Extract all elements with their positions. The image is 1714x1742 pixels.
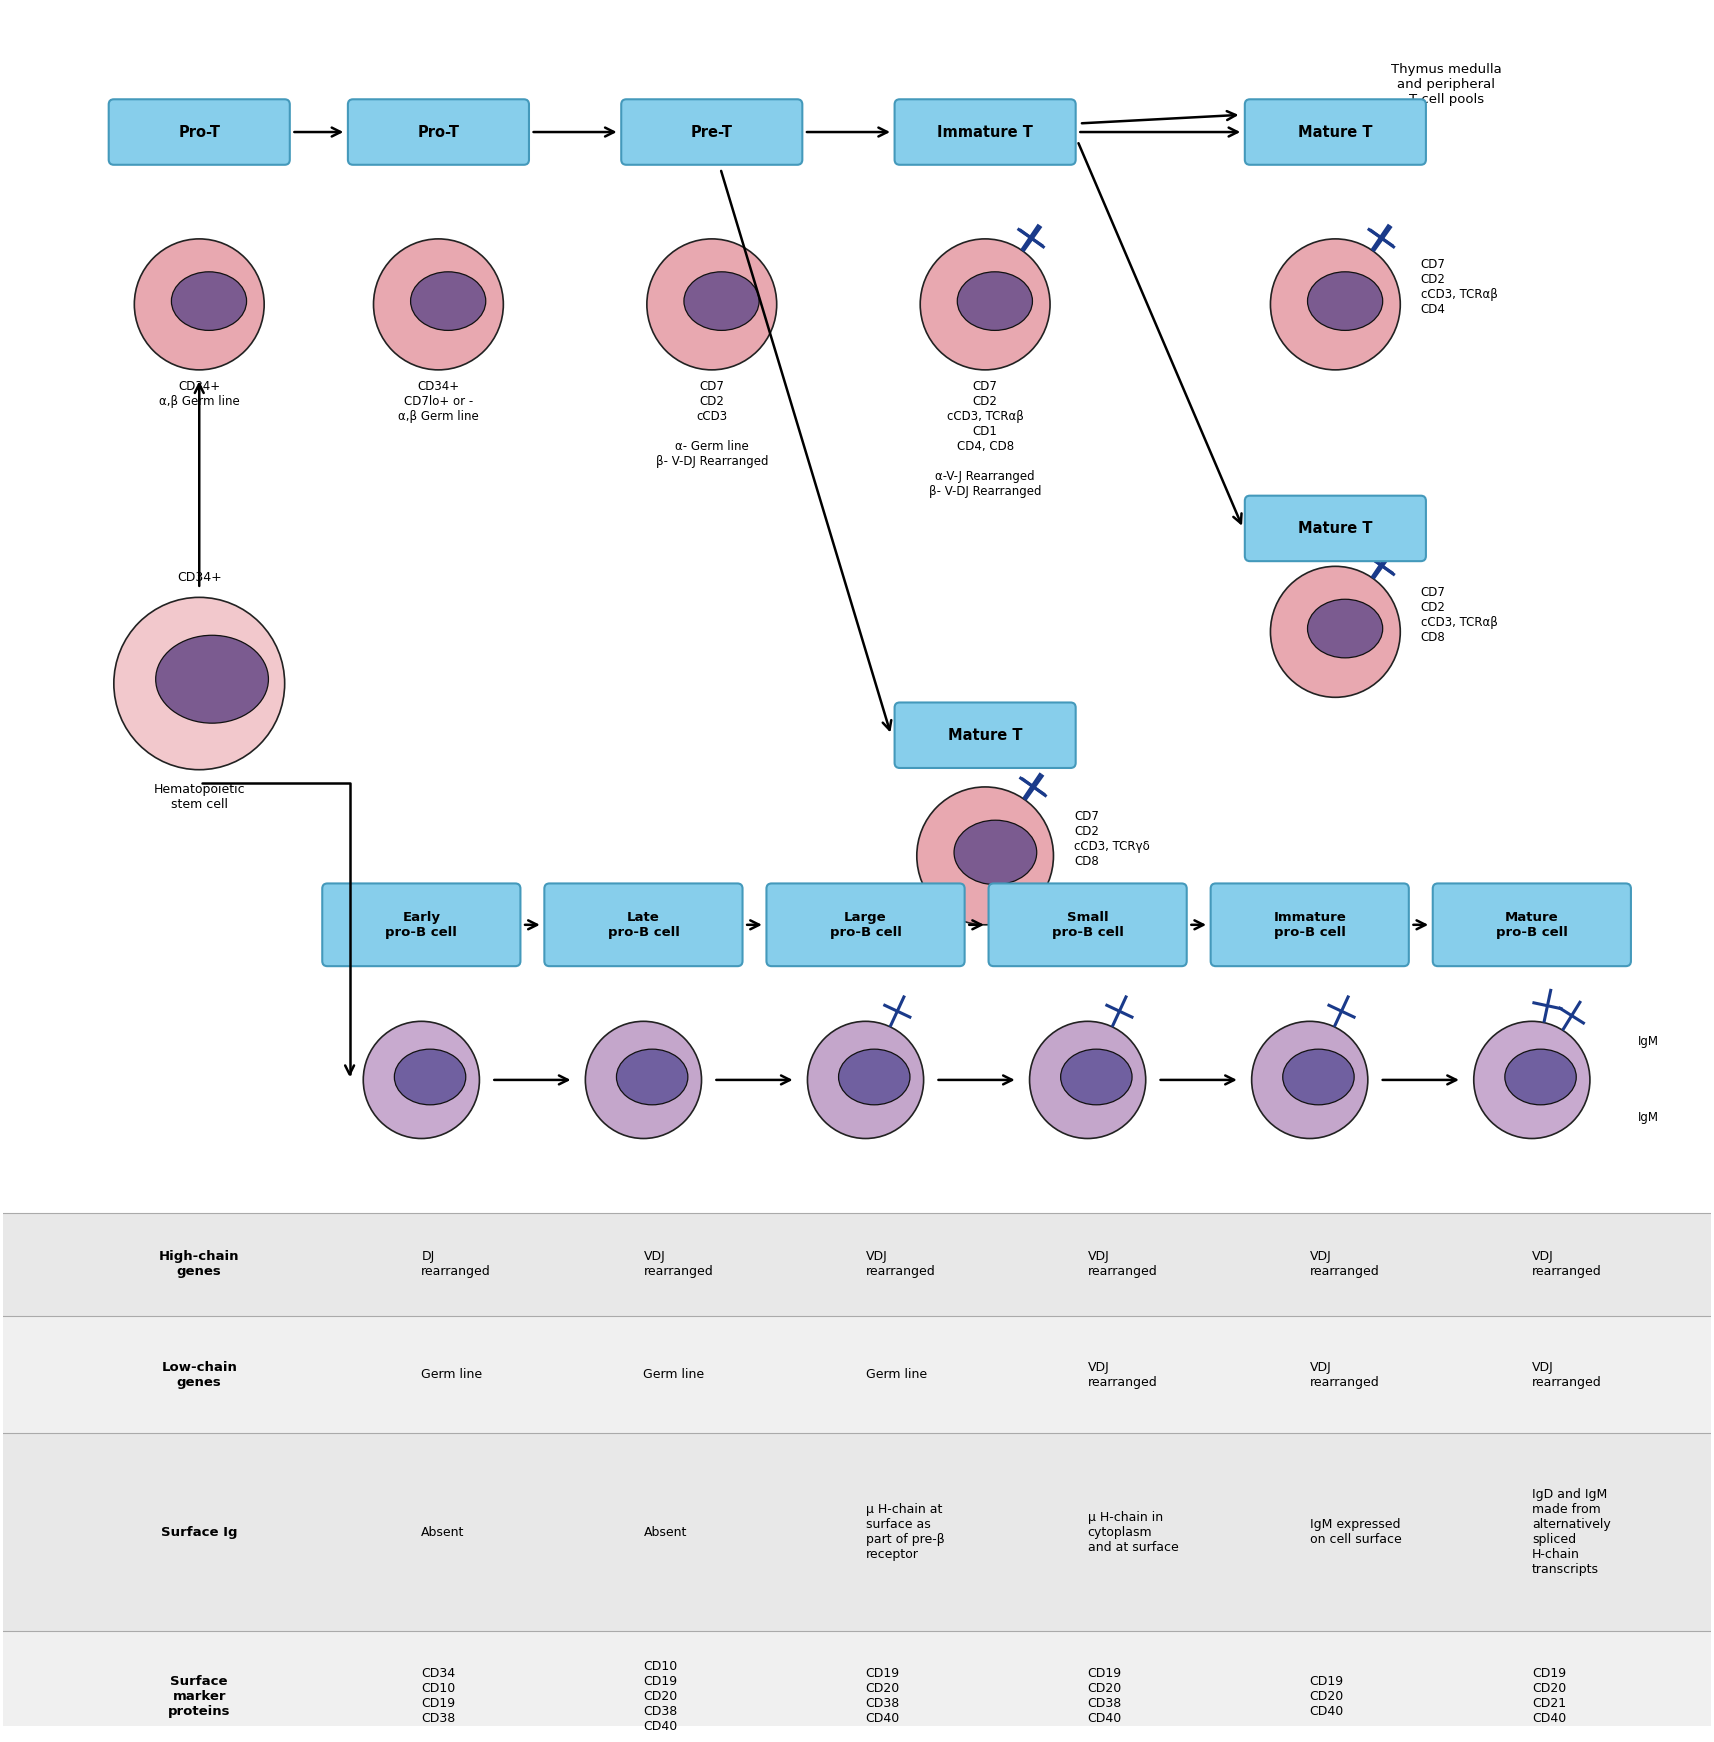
FancyBboxPatch shape	[545, 883, 742, 967]
FancyBboxPatch shape	[1210, 883, 1409, 967]
Ellipse shape	[955, 820, 1037, 885]
Circle shape	[363, 1021, 480, 1139]
FancyBboxPatch shape	[766, 883, 965, 967]
Ellipse shape	[617, 1049, 687, 1104]
Text: Pre-T: Pre-T	[691, 124, 734, 139]
Text: CD34
CD10
CD19
CD38: CD34 CD10 CD19 CD38	[422, 1667, 456, 1725]
Text: Early
pro-B cell: Early pro-B cell	[386, 911, 458, 939]
Text: Absent: Absent	[422, 1526, 464, 1538]
Text: Surface Ig: Surface Ig	[161, 1526, 238, 1538]
Text: VDJ
rearranged: VDJ rearranged	[1309, 1361, 1380, 1388]
FancyBboxPatch shape	[1244, 99, 1426, 165]
Circle shape	[1270, 239, 1400, 369]
Text: Late
pro-B cell: Late pro-B cell	[607, 911, 679, 939]
Text: Hematopoietic
stem cell: Hematopoietic stem cell	[154, 784, 245, 812]
Text: μ H-chain in
cytoplasm
and at surface: μ H-chain in cytoplasm and at surface	[1088, 1510, 1179, 1554]
Text: CD34+
α,β Germ line: CD34+ α,β Germ line	[159, 380, 240, 408]
Text: Low-chain
genes: Low-chain genes	[161, 1361, 237, 1388]
Text: Pro-T: Pro-T	[418, 124, 459, 139]
Ellipse shape	[1282, 1049, 1354, 1104]
Text: Absent: Absent	[643, 1526, 687, 1538]
Text: IgD and IgM
made from
alternatively
spliced
H-chain
transcripts: IgD and IgM made from alternatively spli…	[1532, 1488, 1611, 1577]
Text: CD19
CD20
CD38
CD40: CD19 CD20 CD38 CD40	[866, 1667, 900, 1725]
Text: CD7
CD2
cCD3, TCRαβ
CD1
CD4, CD8

α-V-J Rearranged
β- V-DJ Rearranged: CD7 CD2 cCD3, TCRαβ CD1 CD4, CD8 α-V-J R…	[929, 380, 1042, 498]
Text: VDJ
rearranged: VDJ rearranged	[1088, 1251, 1157, 1279]
Text: VDJ
rearranged: VDJ rearranged	[1532, 1361, 1601, 1388]
Circle shape	[374, 239, 504, 369]
Text: Immature T: Immature T	[938, 124, 1034, 139]
Ellipse shape	[411, 272, 485, 331]
FancyBboxPatch shape	[1244, 496, 1426, 561]
Text: IgM: IgM	[1639, 1111, 1659, 1124]
Circle shape	[113, 598, 285, 770]
Text: Small
pro-B cell: Small pro-B cell	[1052, 911, 1124, 939]
FancyBboxPatch shape	[989, 883, 1186, 967]
Ellipse shape	[1308, 272, 1383, 331]
Text: CD34+
CD7lo+ or -
α,β Germ line: CD34+ CD7lo+ or - α,β Germ line	[398, 380, 478, 423]
Bar	[3, 1315, 1711, 1434]
Text: Germ line: Germ line	[866, 1367, 927, 1381]
Text: CD10
CD19
CD20
CD38
CD40: CD10 CD19 CD20 CD38 CD40	[643, 1660, 677, 1733]
Text: Mature T: Mature T	[1297, 124, 1373, 139]
Text: CD34+: CD34+	[177, 571, 221, 584]
Text: Mature
pro-B cell: Mature pro-B cell	[1496, 911, 1568, 939]
Text: Immature
pro-B cell: Immature pro-B cell	[1274, 911, 1345, 939]
Text: VDJ
rearranged: VDJ rearranged	[1532, 1251, 1601, 1279]
FancyBboxPatch shape	[108, 99, 290, 165]
Text: VDJ
rearranged: VDJ rearranged	[866, 1251, 936, 1279]
Text: Surface
marker
proteins: Surface marker proteins	[168, 1674, 230, 1718]
Bar	[3, 1632, 1711, 1742]
Text: CD7
CD2
cCD3, TCRαβ
CD8: CD7 CD2 cCD3, TCRαβ CD8	[1421, 585, 1498, 643]
Circle shape	[646, 239, 776, 369]
Circle shape	[1474, 1021, 1591, 1139]
Text: CD7
CD2
cCD3, TCRαβ
CD4: CD7 CD2 cCD3, TCRαβ CD4	[1421, 258, 1498, 315]
Text: CD7
CD2
cCD3, TCRγδ
CD8: CD7 CD2 cCD3, TCRγδ CD8	[1075, 810, 1150, 868]
Text: CD19
CD20
CD38
CD40: CD19 CD20 CD38 CD40	[1088, 1667, 1123, 1725]
FancyBboxPatch shape	[322, 883, 521, 967]
Text: VDJ
rearranged: VDJ rearranged	[1088, 1361, 1157, 1388]
Ellipse shape	[838, 1049, 910, 1104]
Ellipse shape	[171, 272, 247, 331]
Text: CD19
CD20
CD21
CD40: CD19 CD20 CD21 CD40	[1532, 1667, 1567, 1725]
Circle shape	[134, 239, 264, 369]
Text: VDJ
rearranged: VDJ rearranged	[1309, 1251, 1380, 1279]
Text: IgM: IgM	[1639, 1035, 1659, 1049]
Ellipse shape	[684, 272, 759, 331]
Circle shape	[1030, 1021, 1145, 1139]
Text: CD19
CD20
CD40: CD19 CD20 CD40	[1309, 1674, 1344, 1718]
Text: DJ
rearranged: DJ rearranged	[422, 1251, 492, 1279]
Text: Pro-T: Pro-T	[178, 124, 219, 139]
Circle shape	[920, 239, 1051, 369]
FancyBboxPatch shape	[895, 99, 1076, 165]
Ellipse shape	[1308, 599, 1383, 658]
Text: Mature T: Mature T	[948, 728, 1022, 742]
Circle shape	[917, 787, 1054, 925]
Circle shape	[807, 1021, 924, 1139]
Circle shape	[1251, 1021, 1368, 1139]
Text: Germ line: Germ line	[643, 1367, 704, 1381]
Ellipse shape	[958, 272, 1032, 331]
Ellipse shape	[156, 636, 269, 723]
Text: IgM expressed
on cell surface: IgM expressed on cell surface	[1309, 1519, 1402, 1547]
FancyBboxPatch shape	[895, 702, 1076, 768]
Ellipse shape	[1505, 1049, 1577, 1104]
Text: VDJ
rearranged: VDJ rearranged	[643, 1251, 713, 1279]
Circle shape	[586, 1021, 701, 1139]
Text: Mature T: Mature T	[1297, 521, 1373, 537]
Text: μ H-chain at
surface as
part of pre-β
receptor: μ H-chain at surface as part of pre-β re…	[866, 1503, 944, 1561]
Circle shape	[1270, 566, 1400, 697]
Bar	[3, 1434, 1711, 1632]
FancyBboxPatch shape	[348, 99, 530, 165]
Ellipse shape	[394, 1049, 466, 1104]
Text: CD7
CD2
cCD3

α- Germ line
β- V-DJ Rearranged: CD7 CD2 cCD3 α- Germ line β- V-DJ Rearra…	[655, 380, 768, 469]
FancyBboxPatch shape	[620, 99, 802, 165]
Bar	[3, 1212, 1711, 1315]
Ellipse shape	[1061, 1049, 1131, 1104]
FancyBboxPatch shape	[1433, 883, 1632, 967]
Text: Large
pro-B cell: Large pro-B cell	[830, 911, 902, 939]
Text: Germ line: Germ line	[422, 1367, 482, 1381]
Text: Thymus medulla
and peripheral
T cell pools: Thymus medulla and peripheral T cell poo…	[1392, 63, 1501, 106]
Text: High-chain
genes: High-chain genes	[159, 1251, 240, 1279]
